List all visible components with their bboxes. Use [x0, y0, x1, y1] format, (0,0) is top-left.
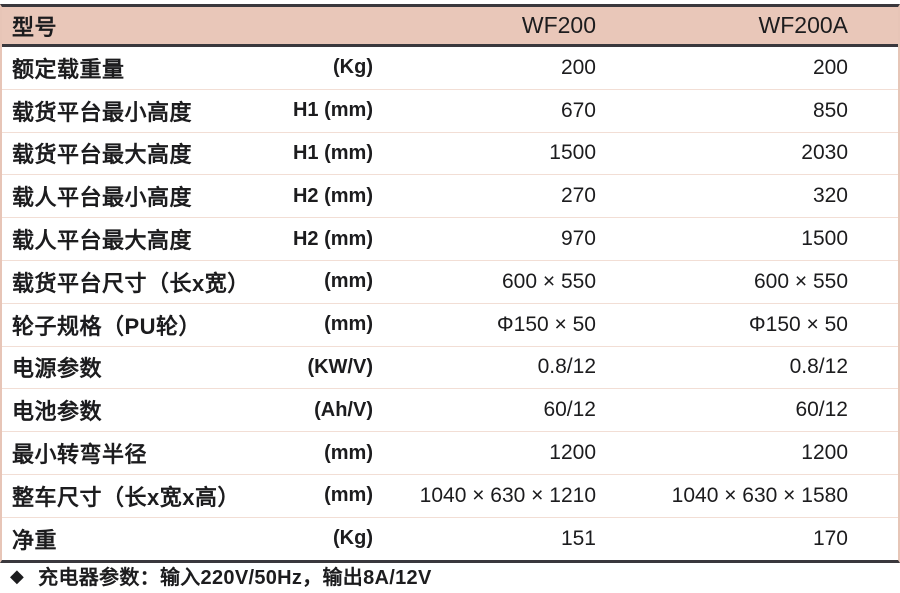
value-wf200: 1040 × 630 × 1210: [419, 483, 596, 507]
spec-label: 最小转弯半径: [12, 442, 148, 468]
value-wf200: 200: [560, 55, 596, 79]
table-row: 载货平台尺寸（长x宽） (mm) 600 × 550 600 × 550: [2, 260, 898, 304]
wf200a-column-header: WF200A: [758, 12, 848, 38]
value-wf200a: 1040 × 630 × 1580: [671, 483, 848, 507]
spec-unit: H2 (mm): [292, 184, 373, 207]
table-row: 净重 (Kg) 151 170: [2, 517, 898, 560]
value-wf200a: Φ150 × 50: [748, 312, 848, 336]
table-row: 载货平台最小高度 H1 (mm) 670 850: [2, 89, 898, 133]
spec-unit: (mm): [324, 270, 373, 293]
value-wf200a: 2030: [801, 141, 848, 165]
spec-label: 净重: [12, 527, 58, 553]
spec-unit: H1 (mm): [292, 99, 373, 122]
spec-unit: (mm): [324, 313, 373, 336]
spec-unit: (mm): [324, 484, 373, 507]
table-header-row: 型号 WF200 WF200A: [2, 7, 898, 47]
table-row: 载货平台最大高度 H1 (mm) 1500 2030: [2, 132, 898, 176]
spec-unit: (Kg): [333, 56, 373, 79]
spec-unit: (Kg): [333, 527, 373, 550]
table-row: 电池参数 (Ah/V) 60/12 60/12: [2, 389, 898, 433]
value-wf200: 151: [560, 526, 596, 550]
model-column-header: 型号: [12, 14, 58, 40]
spec-unit: (mm): [324, 441, 373, 464]
table-row: 整车尺寸（长x宽x高） (mm) 1040 × 630 × 1210 1040 …: [2, 474, 898, 518]
spec-unit: (Ah/V): [314, 398, 373, 421]
spec-label: 整车尺寸（长x宽x高）: [12, 484, 240, 510]
value-wf200: 270: [560, 184, 596, 208]
footer-note: ◆ 充电器参数：输入220V/50Hz，输出8A/12V: [0, 561, 900, 590]
spec-label: 载货平台尺寸（长x宽）: [12, 270, 250, 296]
value-wf200: 1200: [549, 441, 596, 465]
value-wf200a: 320: [812, 184, 848, 208]
value-wf200: 1500: [549, 141, 596, 165]
wf200-column-header: WF200: [521, 12, 596, 38]
value-wf200a: 1200: [801, 441, 848, 465]
value-wf200: 670: [560, 98, 596, 122]
table-row: 载人平台最小高度 H2 (mm) 270 320: [2, 175, 898, 219]
spec-unit: H2 (mm): [292, 227, 373, 250]
spec-label: 载人平台最小高度: [12, 185, 193, 211]
table-row: 额定载重量 (Kg) 200 200: [2, 47, 898, 90]
value-wf200: 60/12: [543, 398, 596, 422]
spec-label: 额定载重量: [12, 56, 125, 82]
spec-table: 型号 WF200 WF200A 额定载重量 (Kg) 200 200 载货平台最…: [0, 4, 900, 563]
spec-unit: (KW/V): [307, 355, 373, 378]
value-wf200: 970: [560, 227, 596, 251]
spec-label: 电池参数: [12, 399, 103, 425]
spec-label: 电源参数: [12, 356, 103, 382]
table-row: 电源参数 (KW/V) 0.8/12 0.8/12: [2, 346, 898, 390]
value-wf200a: 0.8/12: [789, 355, 848, 379]
table-row: 载人平台最大高度 H2 (mm) 970 1500: [2, 218, 898, 261]
spec-label: 载人平台最大高度: [12, 228, 193, 254]
footer-text: 充电器参数：输入220V/50Hz，输出8A/12V: [38, 567, 432, 589]
value-wf200a: 60/12: [795, 398, 848, 422]
spec-label: 轮子规格（PU轮）: [12, 313, 202, 339]
table-row: 轮子规格（PU轮） (mm) Φ150 × 50 Φ150 × 50: [2, 303, 898, 347]
value-wf200: Φ150 × 50: [496, 312, 596, 336]
spec-label: 载货平台最小高度: [12, 99, 193, 125]
spec-label: 载货平台最大高度: [12, 142, 193, 168]
value-wf200a: 850: [812, 98, 848, 122]
spec-unit: H1 (mm): [292, 141, 373, 164]
value-wf200: 0.8/12: [537, 355, 596, 379]
diamond-icon: ◆: [10, 565, 25, 586]
value-wf200a: 170: [812, 526, 848, 550]
table-row: 最小转弯半径 (mm) 1200 1200: [2, 432, 898, 475]
value-wf200a: 1500: [801, 227, 848, 251]
value-wf200: 600 × 550: [501, 269, 596, 293]
value-wf200a: 600 × 550: [753, 269, 848, 293]
value-wf200a: 200: [812, 55, 848, 79]
spec-table-body: 额定载重量 (Kg) 200 200 载货平台最小高度 H1 (mm) 670 …: [2, 47, 898, 560]
